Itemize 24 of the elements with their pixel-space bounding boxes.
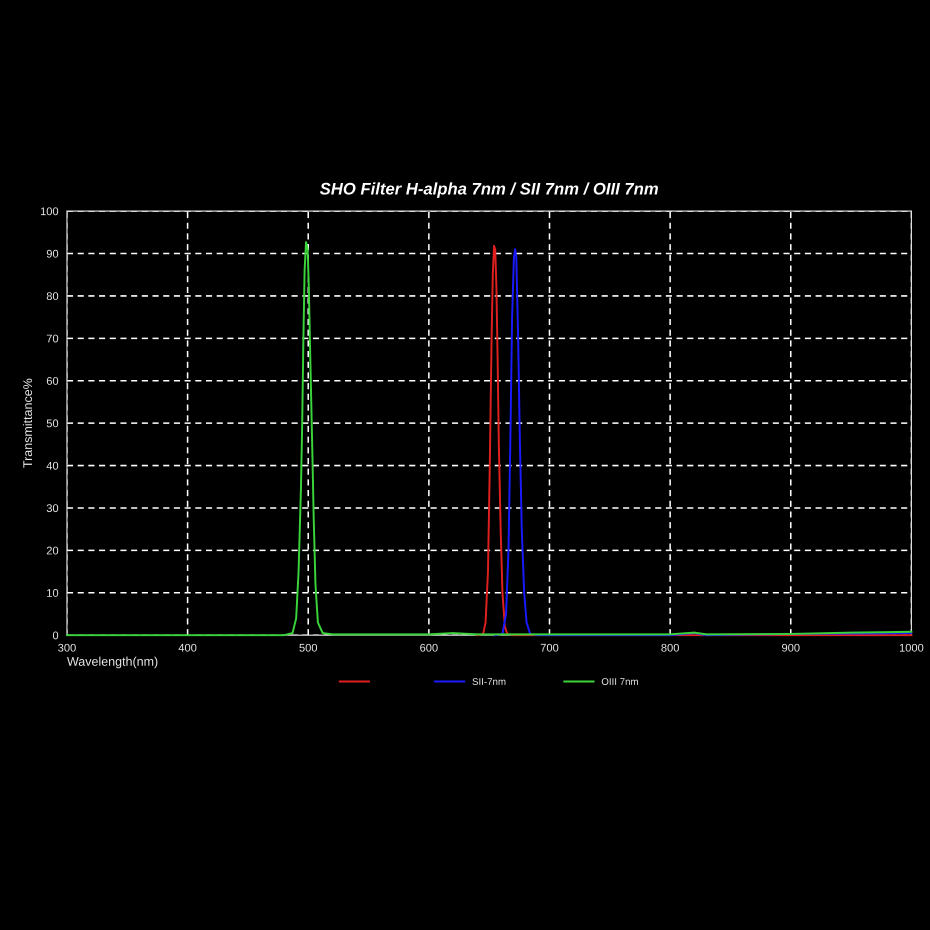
x-tick-label: 400 (178, 644, 196, 652)
y-tick-label: 40 (46, 462, 58, 470)
x-tick-label: 700 (540, 644, 558, 652)
y-axis-title: Transmittance% (22, 378, 32, 468)
y-tick-label: 10 (47, 589, 58, 597)
y-tick-label: 60 (46, 377, 58, 385)
y-tick-label: 0 (52, 631, 58, 640)
x-tick-label: 500 (299, 644, 318, 652)
x-axis-title: Wavelength(nm) (67, 656, 158, 668)
chart-title: SHO Filter H-alpha 7nm / SII 7nm / OIII 7nm (320, 182, 658, 198)
x-tick-label: 300 (58, 644, 76, 652)
y-tick-label: 50 (46, 419, 58, 428)
y-tick-label: 30 (46, 504, 58, 512)
x-tick-label: 900 (782, 644, 800, 652)
y-tick-label: 20 (46, 546, 58, 555)
y-tick-label: 90 (46, 250, 58, 258)
x-tick-label: 600 (420, 644, 438, 652)
legend-label: OIII 7nm (602, 678, 638, 686)
x-tick-label: 800 (661, 644, 679, 652)
y-tick-label: 70 (46, 334, 58, 342)
x-tick-label: 1000 (900, 644, 924, 652)
y-tick-label: 80 (46, 292, 58, 300)
y-tick-label: 100 (40, 207, 58, 216)
legend-label: SII-7nm (472, 678, 506, 686)
